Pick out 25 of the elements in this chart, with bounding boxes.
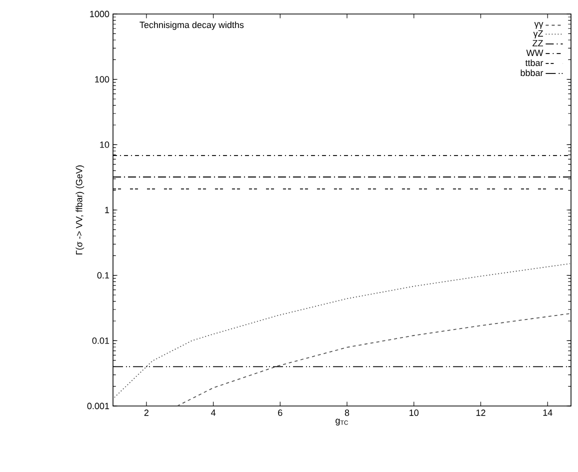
legend-label: ttbar [525, 59, 544, 66]
x-tick-label: 6 [278, 410, 282, 416]
legend-label: γγ [534, 22, 544, 29]
x-tick-label: 12 [476, 410, 486, 416]
x-tick-label: 14 [543, 410, 552, 416]
x-tick-label: 8 [344, 410, 350, 416]
x-tick-label: 4 [210, 410, 216, 416]
y-axis-title: Γ(σ -> VV, ffbar) (GeV) [76, 165, 84, 254]
y-tick-label: 0.01 [92, 337, 110, 344]
y-tick-label: 10 [100, 141, 110, 148]
y-tick-label: 100 [95, 76, 110, 83]
legend-label: ZZ [532, 40, 543, 46]
line-series [114, 263, 570, 398]
text: Technisigma decay widths [140, 21, 244, 30]
x-tick-label: 10 [410, 410, 419, 416]
y-tick-label: 0.1 [97, 272, 110, 279]
y-tick-label: 1000 [90, 10, 110, 18]
y-tick-label: 1 [105, 206, 110, 214]
line-series [176, 313, 570, 406]
y-tick-label: 0.001 [87, 402, 110, 410]
legend-label: WW [526, 50, 544, 56]
x-axis-title: g$_{TC}$ [336, 418, 348, 426]
legend-label: γZ [533, 30, 543, 38]
legend-label: bbbar [520, 69, 544, 76]
x-tick-label: 2 [144, 410, 148, 416]
